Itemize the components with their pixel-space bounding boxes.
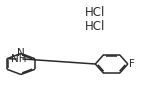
Text: NH: NH <box>11 54 27 64</box>
Text: HCl: HCl <box>85 20 106 32</box>
Text: HCl: HCl <box>85 6 106 20</box>
Text: F: F <box>129 59 135 69</box>
Text: N: N <box>17 48 25 58</box>
